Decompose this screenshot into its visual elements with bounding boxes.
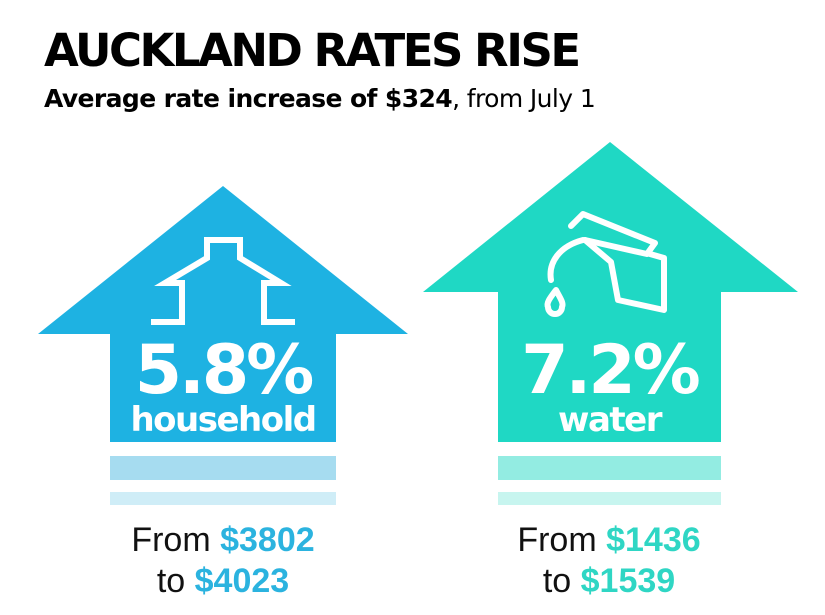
subtitle-rest: , from July 1: [452, 84, 596, 113]
water-arrow: [423, 142, 798, 505]
water-range: From $1436 to $1539: [446, 520, 772, 602]
water-from-word: From: [517, 521, 597, 559]
household-to-value: $4023: [194, 562, 290, 600]
household-from-value: $3802: [220, 521, 315, 559]
water-label: water: [558, 400, 662, 440]
household-percent: 5.8%: [134, 331, 315, 410]
water-from-line: From $1436: [446, 520, 772, 561]
page-title: AUCKLAND RATES RISE: [44, 24, 581, 77]
water-arrow-shape: [423, 142, 798, 442]
subtitle: Average rate increase of $324, from July…: [44, 84, 596, 113]
household-band-1: [110, 456, 336, 480]
household-to-line: to $4023: [60, 561, 386, 602]
household-from-line: From $3802: [60, 520, 386, 561]
household-range: From $3802 to $4023: [60, 520, 386, 602]
house-icon: [151, 237, 295, 325]
tap-icon: [544, 211, 667, 317]
household-from-word: From: [131, 521, 211, 559]
household-band-2: [110, 492, 336, 505]
water-band-2: [498, 492, 721, 505]
subtitle-highlight: Average rate increase of $324: [44, 84, 453, 113]
household-label: household: [130, 400, 317, 440]
household-arrow-shape: [38, 186, 408, 442]
water-to-value: $1539: [580, 562, 676, 600]
household-stat: 5.8% household: [110, 331, 336, 440]
water-stat: 7.2% water: [498, 331, 721, 440]
water-from-value: $1436: [606, 521, 701, 559]
household-arrow: [38, 186, 408, 505]
water-to-line: to $1539: [446, 561, 772, 602]
water-percent: 7.2%: [521, 331, 701, 410]
water-band-1: [498, 456, 721, 480]
household-to-word: to: [156, 562, 186, 600]
water-to-word: to: [542, 562, 572, 600]
